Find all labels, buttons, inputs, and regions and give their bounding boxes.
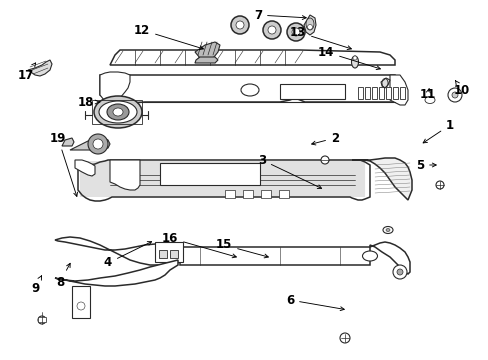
Ellipse shape (88, 134, 108, 154)
Ellipse shape (320, 156, 328, 164)
Bar (72, 286, 90, 318)
Ellipse shape (236, 21, 244, 29)
Ellipse shape (77, 302, 85, 310)
Bar (280, 84, 345, 99)
Bar (155, 242, 183, 262)
Text: 15: 15 (215, 239, 268, 258)
Ellipse shape (94, 96, 142, 128)
Polygon shape (70, 138, 110, 150)
Ellipse shape (107, 104, 129, 120)
Ellipse shape (113, 108, 123, 116)
Ellipse shape (307, 24, 312, 30)
Text: 10: 10 (453, 81, 469, 96)
Polygon shape (100, 75, 399, 103)
Ellipse shape (286, 23, 305, 41)
Text: 7: 7 (253, 9, 305, 22)
Ellipse shape (263, 21, 281, 39)
Ellipse shape (305, 18, 313, 30)
Text: 18: 18 (78, 95, 100, 108)
Bar (378, 87, 383, 99)
Polygon shape (75, 160, 95, 176)
Ellipse shape (291, 28, 299, 36)
Ellipse shape (352, 56, 356, 60)
Polygon shape (28, 60, 52, 76)
Ellipse shape (267, 26, 275, 34)
Ellipse shape (435, 181, 443, 189)
Text: 16: 16 (162, 231, 236, 258)
Text: 12: 12 (134, 23, 203, 50)
Bar (38, 317, 46, 322)
Polygon shape (369, 242, 409, 274)
Polygon shape (55, 260, 178, 286)
Text: 13: 13 (289, 26, 351, 50)
Polygon shape (110, 50, 394, 65)
Bar (243, 190, 252, 198)
Bar (180, 247, 369, 265)
Polygon shape (195, 57, 218, 63)
Polygon shape (78, 160, 369, 201)
Polygon shape (351, 158, 411, 200)
Bar (92, 100, 142, 124)
Ellipse shape (382, 226, 392, 234)
Polygon shape (304, 15, 315, 35)
Polygon shape (110, 160, 140, 190)
Bar (279, 190, 288, 198)
Bar (392, 87, 397, 99)
Text: 14: 14 (317, 45, 380, 69)
Bar (159, 250, 167, 258)
Polygon shape (389, 75, 407, 105)
Bar (399, 87, 404, 99)
Ellipse shape (392, 265, 406, 279)
Ellipse shape (362, 251, 377, 261)
Polygon shape (195, 42, 220, 60)
Ellipse shape (351, 56, 358, 68)
Text: 6: 6 (285, 293, 344, 311)
Ellipse shape (99, 101, 137, 123)
Polygon shape (380, 78, 389, 88)
Bar (160, 163, 260, 185)
Ellipse shape (38, 316, 46, 324)
Ellipse shape (447, 88, 461, 102)
Polygon shape (55, 237, 180, 265)
Text: 2: 2 (311, 131, 338, 145)
Bar (385, 87, 390, 99)
Text: 9: 9 (31, 276, 41, 294)
Bar (364, 87, 369, 99)
Text: 19: 19 (50, 131, 77, 197)
Polygon shape (100, 72, 130, 102)
Bar (371, 87, 376, 99)
Text: 17: 17 (18, 63, 36, 81)
Ellipse shape (230, 16, 248, 34)
Bar (357, 87, 362, 99)
Polygon shape (62, 138, 74, 146)
Bar (224, 190, 235, 198)
Bar (170, 250, 178, 258)
Text: 1: 1 (422, 118, 453, 143)
Text: 5: 5 (415, 158, 435, 171)
Ellipse shape (451, 92, 457, 98)
Ellipse shape (339, 333, 349, 343)
Text: 8: 8 (56, 263, 70, 288)
Ellipse shape (93, 139, 103, 149)
Ellipse shape (241, 84, 259, 96)
Ellipse shape (385, 229, 389, 231)
Text: 11: 11 (419, 87, 435, 100)
Ellipse shape (396, 269, 402, 275)
Text: 3: 3 (257, 153, 321, 188)
Ellipse shape (424, 96, 434, 104)
Text: 4: 4 (103, 242, 151, 270)
Bar (261, 190, 270, 198)
